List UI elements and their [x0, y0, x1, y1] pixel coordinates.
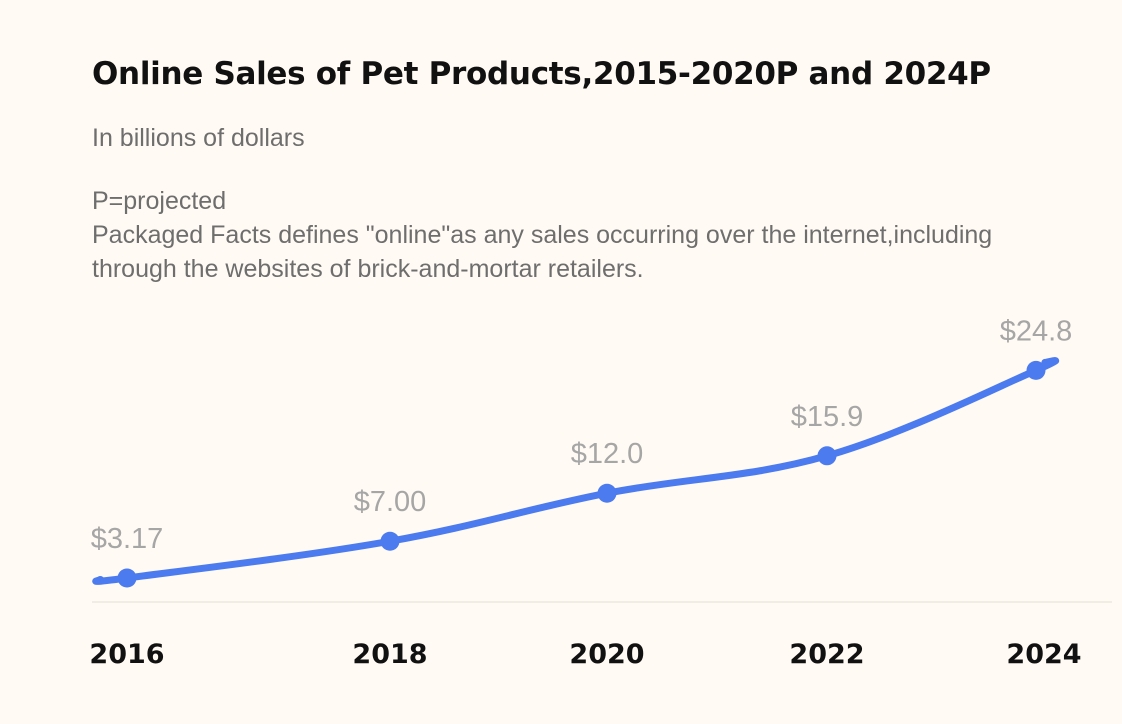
data-label-2022: $15.9 — [791, 401, 864, 433]
chart-title: Online Sales of Pet Products,2015-2020P … — [92, 56, 991, 92]
note-line-definition: Packaged Facts defines "online"as any sa… — [92, 221, 993, 249]
data-point-2018 — [380, 531, 400, 551]
data-point-2020 — [597, 483, 617, 503]
data-label-2016: $3.17 — [91, 523, 164, 555]
x-tick-label-2020: 2020 — [569, 639, 644, 670]
x-tick-label-2024: 2024 — [1006, 639, 1081, 670]
x-tick-label-2022: 2022 — [789, 639, 864, 670]
note-line-projected: P=projected — [92, 187, 227, 215]
chart-notes: P=projected Packaged Facts defines "onli… — [92, 184, 1102, 286]
data-label-2018: $7.00 — [354, 486, 427, 518]
data-point-2022 — [817, 446, 837, 466]
x-tick-label-2018: 2018 — [352, 639, 427, 670]
data-label-2024: $24.8 — [1000, 315, 1073, 347]
x-tick-label-2016: 2016 — [89, 639, 164, 670]
data-point-2024 — [1026, 360, 1046, 380]
data-point-2016 — [117, 568, 137, 588]
data-label-2020: $12.0 — [571, 438, 644, 470]
chart-subtitle: In billions of dollars — [92, 124, 305, 152]
series-line — [92, 357, 1059, 585]
note-line-definition-cont: through the websites of brick-and-mortar… — [92, 255, 644, 283]
